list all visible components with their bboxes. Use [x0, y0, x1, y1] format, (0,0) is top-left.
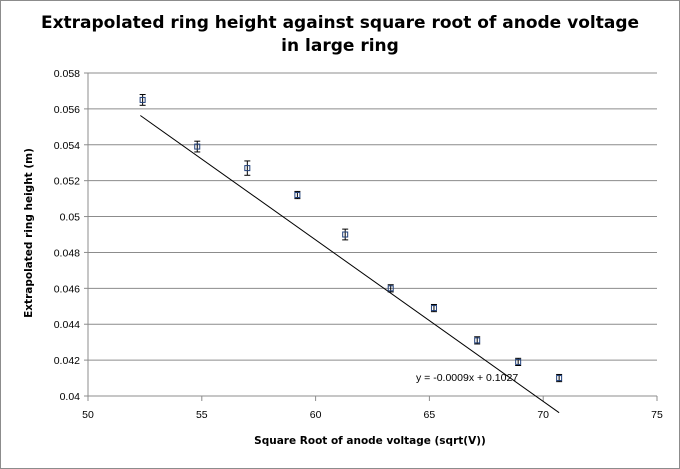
x-tick-label: 55	[196, 409, 208, 421]
trendline	[140, 115, 560, 414]
data-point	[430, 303, 437, 313]
y-tick-label: 0.04	[60, 391, 81, 403]
y-tick-label: 0.05	[60, 212, 81, 224]
point-marker	[139, 96, 146, 103]
y-tick-label: 0.054	[54, 140, 80, 152]
point-marker	[556, 375, 563, 382]
data-point	[194, 140, 201, 153]
point-marker	[430, 305, 437, 312]
y-tick-label: 0.058	[54, 68, 80, 80]
y-tick-label: 0.044	[54, 319, 80, 331]
data-point	[139, 94, 146, 106]
trendline-equation: y = -0.0009x + 0.1027	[416, 372, 519, 384]
data-point	[515, 357, 522, 366]
point-marker	[342, 231, 349, 238]
y-axis-label: Extrapolated ring height (m)	[23, 148, 35, 318]
y-tick-label: 0.046	[54, 283, 80, 295]
y-tick-labels: 0.04 0.042 0.044 0.046 0.048 0.05 0.052 0.054 0.…	[54, 68, 80, 403]
y-tick-label: 0.056	[54, 104, 80, 116]
trendline-line	[140, 115, 560, 414]
axes	[84, 72, 658, 401]
y-tick-label: 0.052	[54, 176, 80, 188]
point-marker	[294, 192, 301, 199]
point-marker	[474, 337, 481, 344]
chart-title: Extrapolated ring height against square …	[40, 13, 640, 56]
data-point	[342, 228, 349, 241]
data-point	[474, 336, 481, 345]
point-marker	[194, 143, 201, 150]
x-tick-label: 65	[424, 409, 436, 421]
x-axis-label: Square Root of anode voltage (sqrt(V))	[254, 435, 486, 447]
x-tick-label: 60	[310, 409, 322, 421]
point-marker	[515, 358, 522, 365]
x-tick-labels: 50 55 60 65 70 75	[82, 409, 663, 421]
data-point	[294, 190, 301, 200]
gridlines	[88, 72, 657, 361]
x-tick-label: 75	[651, 409, 663, 421]
data-point	[556, 373, 563, 383]
y-tick-label: 0.048	[54, 247, 80, 259]
point-marker	[387, 285, 394, 292]
point-marker	[244, 165, 251, 172]
data-point	[244, 160, 251, 176]
x-tick-label: 50	[82, 409, 94, 421]
data-point	[387, 284, 394, 293]
y-tick-label: 0.042	[54, 355, 80, 367]
data-points	[139, 94, 563, 383]
x-tick-label: 70	[537, 409, 549, 421]
